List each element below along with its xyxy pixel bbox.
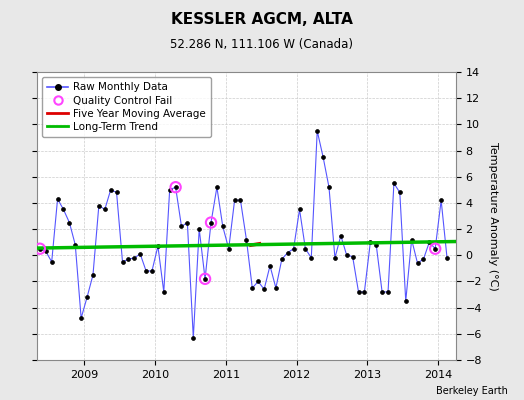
Quality Control Fail	[171, 184, 180, 190]
Text: 52.286 N, 111.106 W (Canada): 52.286 N, 111.106 W (Canada)	[170, 38, 354, 51]
Quality Control Fail	[207, 219, 215, 226]
Raw Monthly Data	[161, 290, 167, 294]
Text: Berkeley Earth: Berkeley Earth	[436, 386, 508, 396]
Five Year Moving Average	[258, 241, 264, 246]
Text: KESSLER AGCM, ALTA: KESSLER AGCM, ALTA	[171, 12, 353, 27]
Raw Monthly Data	[190, 335, 196, 340]
Five Year Moving Average	[246, 243, 252, 248]
Raw Monthly Data	[267, 263, 273, 268]
Line: Raw Monthly Data: Raw Monthly Data	[38, 129, 449, 340]
Raw Monthly Data	[444, 256, 450, 260]
Quality Control Fail	[431, 246, 440, 252]
Quality Control Fail	[36, 246, 44, 252]
Raw Monthly Data	[90, 272, 96, 277]
Raw Monthly Data	[397, 190, 403, 195]
Raw Monthly Data	[131, 256, 137, 260]
Quality Control Fail	[201, 276, 209, 282]
Raw Monthly Data	[314, 128, 320, 133]
Line: Five Year Moving Average: Five Year Moving Average	[249, 244, 261, 246]
Raw Monthly Data	[214, 185, 220, 190]
Raw Monthly Data	[37, 246, 43, 251]
Y-axis label: Temperature Anomaly (°C): Temperature Anomaly (°C)	[488, 142, 498, 290]
Legend: Raw Monthly Data, Quality Control Fail, Five Year Moving Average, Long-Term Tren: Raw Monthly Data, Quality Control Fail, …	[42, 77, 211, 137]
